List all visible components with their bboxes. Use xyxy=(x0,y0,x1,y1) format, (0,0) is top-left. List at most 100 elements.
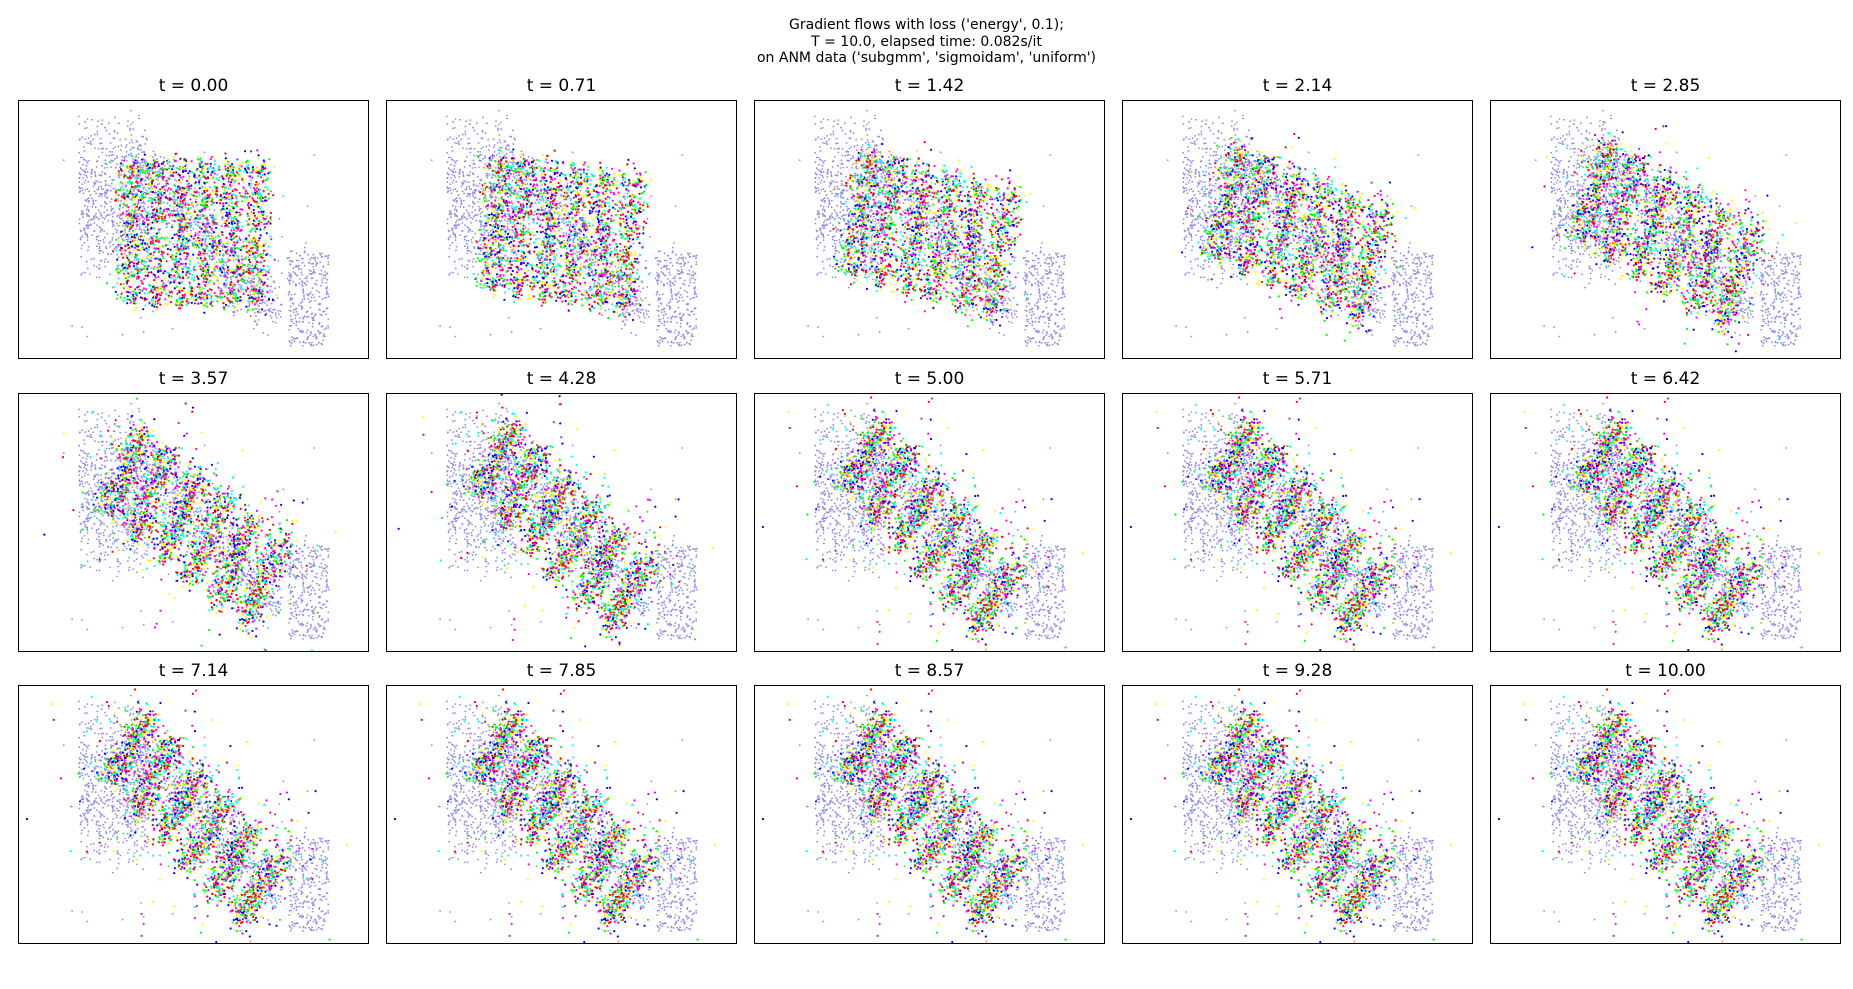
source-point xyxy=(191,225,193,227)
source-point xyxy=(119,222,121,224)
source-point xyxy=(135,156,137,158)
source-point xyxy=(321,253,323,255)
source-point xyxy=(163,202,165,204)
flow-point xyxy=(254,220,256,222)
source-point xyxy=(288,272,290,274)
source-point xyxy=(304,282,306,284)
source-point xyxy=(168,222,170,224)
source-point xyxy=(87,249,89,251)
flow-point xyxy=(212,198,214,200)
flow-point xyxy=(231,302,233,304)
flow-point xyxy=(122,257,124,259)
source-point xyxy=(480,213,482,215)
flow-point xyxy=(221,234,223,236)
source-point xyxy=(452,150,454,152)
flow-point xyxy=(215,227,217,229)
source-point xyxy=(267,334,269,336)
source-point xyxy=(121,218,123,220)
flow-point xyxy=(152,286,154,288)
source-point xyxy=(193,228,195,230)
source-point xyxy=(308,269,310,271)
source-point xyxy=(563,240,565,242)
source-point xyxy=(291,336,293,338)
flow-point xyxy=(233,207,235,209)
flow-point xyxy=(206,285,208,287)
source-point xyxy=(293,338,295,340)
source-point xyxy=(482,158,484,160)
flow-point xyxy=(228,287,230,289)
flow-point xyxy=(144,275,146,277)
source-point xyxy=(297,274,299,276)
source-point xyxy=(82,272,84,274)
flow-point xyxy=(228,178,230,180)
source-point xyxy=(95,206,97,208)
flow-point xyxy=(216,242,218,244)
source-point xyxy=(111,208,113,210)
source-point xyxy=(458,141,460,143)
flow-point xyxy=(167,244,169,246)
flow-point xyxy=(177,186,179,188)
source-point xyxy=(204,240,206,242)
source-point xyxy=(466,156,468,158)
source-point xyxy=(105,216,107,218)
flow-point xyxy=(248,184,250,186)
flow-point xyxy=(141,210,143,212)
source-point xyxy=(512,143,514,145)
flow-point xyxy=(162,171,164,173)
flow-point xyxy=(221,169,223,171)
source-point xyxy=(313,154,315,156)
flow-point xyxy=(152,209,154,211)
flow-point xyxy=(158,233,160,235)
flow-point xyxy=(263,168,265,170)
source-point xyxy=(82,212,84,214)
flow-point xyxy=(157,270,159,272)
source-point xyxy=(96,161,98,163)
flow-point xyxy=(185,266,187,268)
flow-point xyxy=(218,243,220,245)
source-point xyxy=(105,185,107,187)
flow-point xyxy=(212,301,214,303)
source-point xyxy=(275,315,277,317)
flow-point xyxy=(256,245,258,247)
flow-point xyxy=(253,209,255,211)
flow-point xyxy=(259,216,261,218)
source-point xyxy=(111,239,113,241)
flow-point xyxy=(117,264,119,266)
flow-point xyxy=(152,191,154,193)
flow-point xyxy=(268,246,270,248)
flow-point xyxy=(188,291,190,293)
source-point xyxy=(243,282,245,284)
flow-point xyxy=(220,299,222,301)
source-point xyxy=(454,142,456,144)
source-point xyxy=(186,230,188,232)
flow-point xyxy=(171,224,173,226)
source-point xyxy=(307,205,309,207)
source-point xyxy=(112,223,114,225)
flow-point xyxy=(162,245,164,247)
source-point xyxy=(104,201,106,203)
source-point xyxy=(478,206,480,208)
flow-point xyxy=(182,245,184,247)
flow-point xyxy=(229,289,231,291)
source-point xyxy=(309,335,311,337)
source-point xyxy=(473,155,475,157)
flow-point xyxy=(132,196,134,198)
source-point xyxy=(307,310,309,312)
flow-point xyxy=(231,185,233,187)
flow-point xyxy=(125,227,127,229)
source-point xyxy=(304,247,306,249)
source-point xyxy=(290,310,292,312)
source-point xyxy=(449,183,451,185)
source-point xyxy=(96,238,98,240)
flow-point xyxy=(179,291,181,293)
flow-point xyxy=(161,213,163,215)
flow-point xyxy=(189,212,191,214)
source-point xyxy=(276,317,278,319)
source-point xyxy=(95,200,97,202)
source-point xyxy=(109,176,111,178)
flow-point xyxy=(245,211,247,213)
flow-point xyxy=(242,187,244,189)
flow-point xyxy=(254,294,256,296)
flow-point xyxy=(126,234,128,236)
source-point xyxy=(277,297,279,299)
